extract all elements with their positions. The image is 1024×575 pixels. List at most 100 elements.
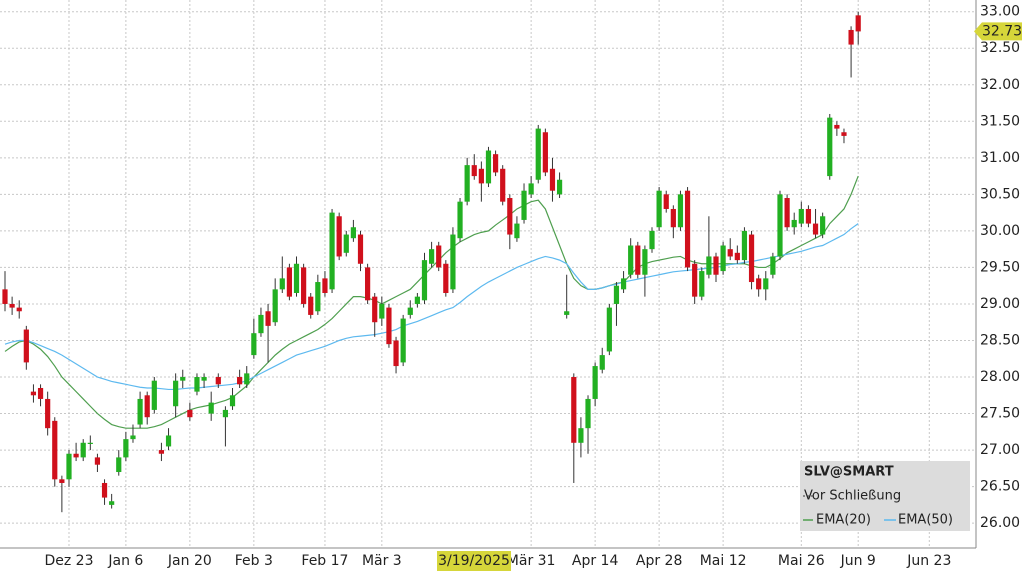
- x-tick-label: Mär 31: [507, 553, 556, 569]
- candle-body: [649, 230, 655, 250]
- y-tick-label: 31.50: [980, 113, 1020, 129]
- y-tick-label: 26.50: [980, 479, 1020, 495]
- candle-body: [123, 439, 129, 458]
- candle-body: [585, 398, 591, 429]
- candle-body: [741, 230, 748, 261]
- candle-body: [130, 435, 136, 440]
- candle-body: [101, 482, 108, 498]
- candle-body: [791, 219, 797, 228]
- x-tick-label: Apr 28: [636, 553, 682, 569]
- candle-body: [514, 223, 520, 239]
- candle-body: [258, 314, 264, 334]
- candle-body: [855, 15, 861, 32]
- candle-body: [535, 128, 541, 180]
- candle-body: [407, 307, 413, 315]
- x-tick-label: Mär 3: [362, 553, 402, 569]
- candle-body: [443, 263, 449, 293]
- candle-body: [528, 183, 534, 195]
- y-tick-label: 32.00: [980, 77, 1020, 93]
- candle-body: [450, 234, 456, 290]
- y-tick-label: 28.00: [980, 369, 1020, 385]
- candle-body: [16, 307, 22, 312]
- candle-body: [365, 267, 371, 301]
- x-tick-label: Dez 23: [44, 553, 93, 569]
- crosshair-x-box: [437, 551, 511, 571]
- candle-body: [293, 263, 300, 293]
- price-marker: [974, 22, 1022, 41]
- candle-body: [173, 380, 179, 407]
- candle-body: [656, 190, 662, 228]
- candle-body: [592, 366, 598, 399]
- candle-body: [180, 377, 186, 381]
- candle-body: [201, 377, 207, 381]
- candle-body: [748, 234, 755, 283]
- candle-body: [343, 234, 349, 253]
- candle-body: [805, 208, 812, 224]
- candle-body: [756, 278, 762, 290]
- candle-body: [848, 29, 854, 45]
- candle-body: [372, 296, 378, 323]
- candle-body: [564, 311, 570, 315]
- candle-body: [187, 409, 193, 418]
- candle-body: [229, 395, 236, 407]
- candle-body: [727, 249, 733, 257]
- candles: [2, 11, 861, 513]
- candle-body: [820, 216, 826, 235]
- candle-body: [692, 263, 698, 297]
- candle-body: [684, 190, 691, 268]
- candle-body: [94, 457, 101, 465]
- candle-body: [834, 124, 840, 129]
- candle-body: [66, 453, 72, 480]
- candle-body: [165, 435, 172, 447]
- candle-body: [151, 380, 157, 410]
- candle-body: [578, 428, 584, 443]
- candle-body: [542, 132, 548, 173]
- candle-body: [37, 387, 44, 399]
- candle-body: [329, 212, 335, 290]
- candle-body: [222, 409, 229, 418]
- candle-body: [144, 395, 150, 418]
- candle-body: [315, 282, 321, 312]
- candle-body: [208, 402, 214, 414]
- candle-body: [827, 117, 833, 177]
- candle-body: [628, 245, 634, 275]
- candle-body: [116, 457, 122, 473]
- candle-body: [52, 420, 58, 480]
- y-tick-label: 29.00: [980, 296, 1020, 312]
- candle-body: [308, 296, 314, 315]
- y-tick-label: 29.50: [980, 259, 1020, 275]
- x-tick-label: Jan 20: [167, 553, 212, 569]
- candle-body: [194, 377, 200, 392]
- candle-body: [713, 256, 719, 275]
- candle-body: [251, 333, 257, 356]
- candle-body: [87, 442, 93, 444]
- x-tick-label: Feb 3: [235, 553, 273, 569]
- y-tick-label: 26.00: [980, 515, 1020, 531]
- candle-body: [457, 201, 463, 239]
- candle-body: [613, 285, 620, 304]
- candle-body: [606, 307, 612, 352]
- legend: SLV@SMART Vor Schließung EMA(20) EMA(50): [800, 461, 970, 531]
- candle-body: [45, 398, 51, 429]
- candle-body: [301, 267, 307, 304]
- y-tick-label: 31.00: [980, 150, 1020, 166]
- candle-body: [436, 245, 442, 268]
- legend-note: Vor Schließung: [804, 489, 901, 504]
- candle-body: [763, 278, 769, 290]
- legend-entry: EMA(50): [898, 513, 953, 528]
- candle-body: [9, 303, 15, 308]
- candle-body: [507, 198, 513, 235]
- candle-body: [30, 391, 37, 396]
- candle-body: [556, 179, 563, 195]
- x-tick-label: Feb 17: [301, 553, 348, 569]
- candle-body: [841, 132, 847, 136]
- legend-entry: EMA(20): [816, 513, 871, 528]
- candle-body: [421, 260, 428, 301]
- candle-body: [429, 249, 435, 264]
- y-tick-label: 30.00: [980, 223, 1020, 239]
- candle-body: [414, 296, 420, 304]
- candle-body: [2, 289, 8, 304]
- x-tick-label: Jan 6: [107, 553, 143, 569]
